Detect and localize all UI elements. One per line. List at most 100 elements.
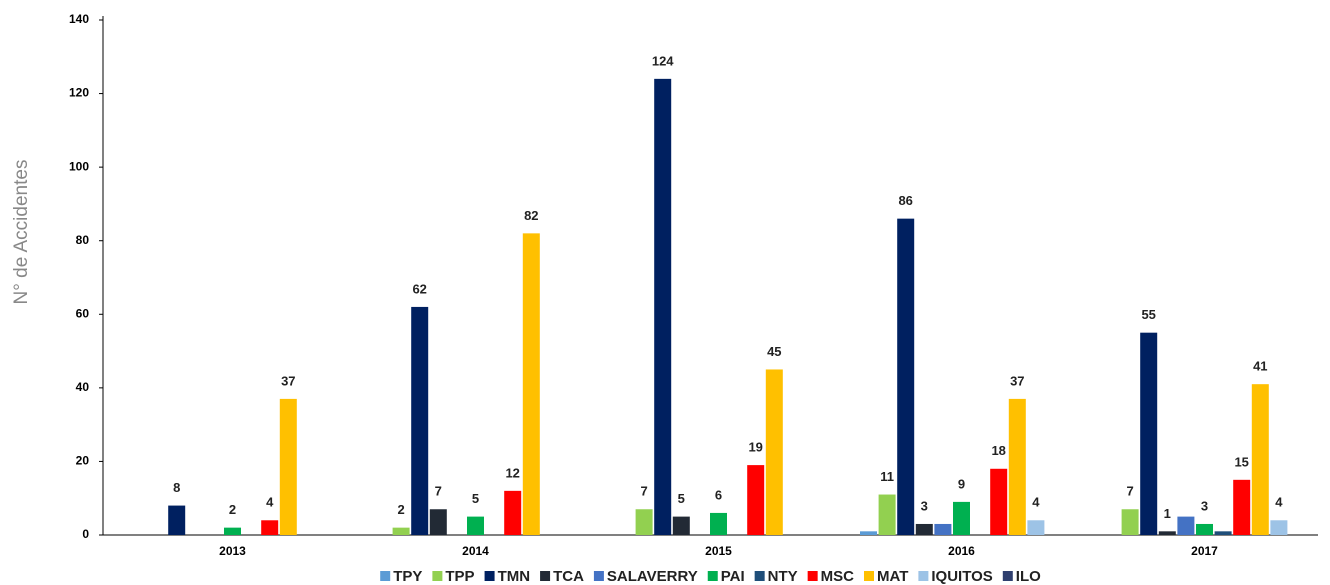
value-label: 86: [898, 193, 912, 208]
value-label: 12: [505, 465, 519, 480]
legend-swatch: [1002, 571, 1013, 581]
legend-label: SALAVERRY: [607, 568, 698, 585]
bar: [1027, 520, 1045, 535]
legend-label: TPY: [393, 568, 422, 585]
y-tick-label: 120: [69, 86, 89, 100]
legend-label: TCA: [553, 568, 584, 585]
bar: [1214, 531, 1232, 535]
value-label: 8: [173, 480, 180, 495]
legend-swatch: [754, 571, 765, 581]
value-label: 124: [652, 53, 674, 68]
x-tick-label: 2017: [1191, 544, 1218, 558]
legend-swatch: [540, 571, 551, 581]
value-label: 37: [281, 373, 295, 388]
value-label: 15: [1234, 454, 1248, 469]
y-axis-label: N° de Accidentes: [11, 160, 32, 305]
bar: [467, 516, 484, 535]
value-label: 4: [1275, 495, 1283, 510]
bar: [429, 509, 447, 535]
bar: [860, 531, 877, 535]
value-label: 9: [958, 476, 965, 491]
bar: [1121, 509, 1139, 535]
x-tick-label: 2014: [462, 544, 489, 558]
value-label: 6: [715, 487, 722, 502]
legend-label: ILO: [1016, 568, 1041, 585]
x-tick-label: 2013: [219, 544, 246, 558]
value-label: 2: [229, 502, 236, 517]
legend-swatch: [593, 571, 604, 581]
bar: [934, 523, 952, 535]
legend-swatch: [484, 571, 495, 581]
legend-swatch: [432, 571, 443, 581]
legend-label: MSC: [821, 568, 855, 585]
value-label: 62: [412, 281, 426, 296]
value-label: 4: [1032, 495, 1040, 510]
legend-swatch: [707, 571, 718, 581]
bar: [710, 512, 727, 535]
value-label: 55: [1141, 307, 1155, 322]
legend-swatch: [918, 571, 929, 581]
y-tick-label: 40: [76, 380, 90, 394]
bar: [953, 501, 970, 535]
value-label: 37: [1010, 373, 1024, 388]
value-label: 19: [748, 440, 762, 455]
value-label: 18: [991, 443, 1005, 458]
legend-label: TPP: [445, 568, 474, 585]
value-label: 3: [1201, 498, 1208, 513]
bar: [1270, 520, 1288, 535]
value-label: 7: [1126, 484, 1133, 499]
value-label: 45: [767, 344, 781, 359]
bar: [990, 468, 1008, 535]
y-tick-label: 60: [76, 306, 90, 320]
bar: [1251, 384, 1269, 535]
y-tick-label: 0: [82, 527, 89, 541]
value-label: 41: [1253, 359, 1267, 374]
bar: [1140, 332, 1158, 535]
bar: [411, 306, 429, 535]
bar: [392, 527, 410, 535]
bar: [1177, 516, 1195, 535]
y-tick-label: 20: [76, 454, 90, 468]
x-tick-label: 2016: [948, 544, 975, 558]
value-label: 1: [1164, 506, 1171, 521]
bar: [915, 523, 933, 535]
bar: [672, 516, 690, 535]
legend-label: PAI: [721, 568, 745, 585]
value-label: 4: [266, 495, 274, 510]
bar: [261, 520, 279, 535]
bar: [747, 465, 765, 535]
value-label: 7: [640, 484, 647, 499]
bar: [522, 233, 540, 535]
legend-label: NTY: [768, 568, 798, 585]
bar: [897, 218, 915, 535]
legend-label: IQUITOS: [931, 568, 992, 585]
value-label: 11: [880, 469, 894, 484]
bar: [654, 78, 672, 535]
y-tick-label: 100: [69, 159, 89, 173]
x-tick-label: 2015: [705, 544, 732, 558]
bar: [1196, 523, 1213, 535]
legend-swatch: [380, 571, 391, 581]
bar: [1233, 479, 1251, 535]
bar: [279, 398, 297, 535]
value-label: 5: [472, 491, 479, 506]
legend-label: TMN: [498, 568, 531, 585]
bar: [878, 494, 896, 535]
value-label: 3: [921, 498, 928, 513]
value-label: 82: [524, 208, 538, 223]
legend: TPY TPP TMN TCA SALAVERRY PAI NTY MSC MAT IQUITOS…: [380, 568, 1041, 585]
legend-label: MAT: [877, 568, 908, 585]
y-tick-label: 140: [69, 12, 89, 26]
bar: [1158, 531, 1176, 535]
bar: [224, 527, 241, 535]
bar: [504, 490, 522, 535]
bar: [635, 509, 653, 535]
legend-swatch: [864, 571, 874, 581]
bar: [168, 505, 186, 535]
y-tick-label: 80: [76, 233, 90, 247]
bar: [765, 369, 783, 535]
value-label: 2: [397, 502, 404, 517]
legend-swatch: [807, 571, 818, 581]
value-label: 5: [678, 491, 685, 506]
